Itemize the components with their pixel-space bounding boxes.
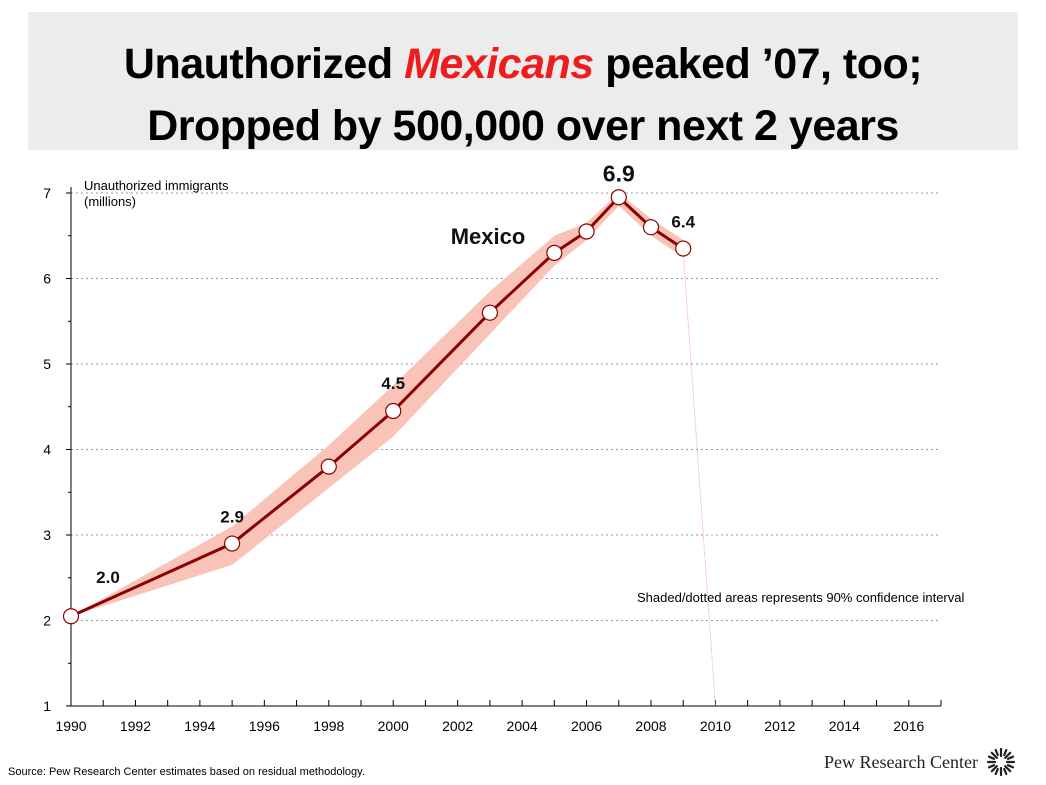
- data-label-1995: 2.9: [220, 508, 244, 527]
- y-tick-label-5: 5: [43, 356, 51, 372]
- y-axis-label-units: (millions): [84, 194, 136, 209]
- title-text-before: Unauthorized: [123, 40, 393, 88]
- y-tick-label-2: 2: [43, 613, 51, 629]
- y-tick-label-3: 3: [43, 527, 51, 543]
- x-tick-label-1998: 1998: [313, 718, 344, 734]
- data-point-1990: [62, 608, 80, 625]
- title-text-after: peaked ’07, too;: [605, 40, 923, 88]
- data-point-2007: [610, 189, 627, 206]
- x-tick-label-1994: 1994: [184, 718, 215, 734]
- confidence-band-layer: [71, 193, 716, 707]
- title-line-2: Dropped by 500,000 over next 2 years: [147, 102, 899, 150]
- series-line-layer: [70, 195, 685, 618]
- y-axis-label: Unauthorized immigrants: [84, 178, 229, 193]
- x-tick-label-2008: 2008: [635, 718, 666, 734]
- series-label-mexico: Mexico: [451, 224, 526, 249]
- labels-layer: Mexico 2.0 2.9 4.5 6.9 6.4 Shaded/dotted areas…: [96, 160, 964, 605]
- data-point-1998: [320, 458, 337, 475]
- points-layer: [62, 189, 692, 625]
- title-banner: Unauthorized Mexicans peaked ’07, too; D…: [28, 12, 1018, 150]
- data-label-2007: 6.9: [603, 160, 635, 186]
- x-tick-label-1996: 1996: [249, 718, 280, 734]
- data-point-2009: [675, 240, 692, 257]
- x-tick-label-2004: 2004: [507, 718, 538, 734]
- y-tick-label-7: 7: [43, 185, 51, 201]
- confidence-interval-dotted-line: [682, 252, 716, 707]
- data-point-2000: [385, 402, 402, 420]
- data-point-1995: [224, 535, 241, 552]
- y-tick-label-6: 6: [43, 271, 51, 287]
- data-label-1990: 2.0: [96, 568, 120, 587]
- y-tick-label-4: 4: [43, 442, 51, 458]
- confidence-band-mexico: [71, 193, 684, 617]
- confidence-interval-note: Shaded/dotted areas represents 90% confi…: [637, 590, 964, 605]
- axis-layer: 1 2 3 4 5 6 7 1990 1992 1994 1996 1998 2000 2002 2004 2…: [43, 178, 942, 734]
- data-label-2009: 6.4: [671, 213, 695, 232]
- data-point-2008: [642, 219, 660, 236]
- data-point-2006: [578, 223, 595, 240]
- x-tick-label-2014: 2014: [829, 718, 860, 734]
- source-note: Source: Pew Research Center estimates ba…: [8, 766, 365, 778]
- x-tick-label-1990: 1990: [55, 718, 86, 734]
- x-tick-label-2006: 2006: [571, 718, 602, 734]
- title-line-1: Unauthorized Mexicans peaked ’07, too;: [28, 40, 1018, 89]
- data-label-2000: 4.5: [381, 374, 405, 393]
- series-line-mexico: [70, 195, 685, 618]
- x-tick-label-2012: 2012: [764, 718, 795, 734]
- x-tick-label-2000: 2000: [378, 718, 409, 734]
- data-point-2005: [546, 244, 563, 261]
- x-tick-label-1992: 1992: [120, 718, 151, 734]
- x-tick-label-2002: 2002: [442, 718, 473, 734]
- x-tick-label-2016: 2016: [893, 718, 924, 734]
- x-tick-label-2010: 2010: [700, 718, 731, 734]
- pew-logo-icon: [986, 747, 1016, 777]
- title-highlight-mexicans: Mexicans: [404, 40, 594, 88]
- data-point-2003: [481, 304, 498, 321]
- y-tick-label-1: 1: [43, 698, 51, 714]
- line-chart: 1 2 3 4 5 6 7 1990 1992 1994 1996 1998 2000 2002 2004 2…: [43, 160, 964, 734]
- brand-name: Pew Research Center: [824, 752, 978, 772]
